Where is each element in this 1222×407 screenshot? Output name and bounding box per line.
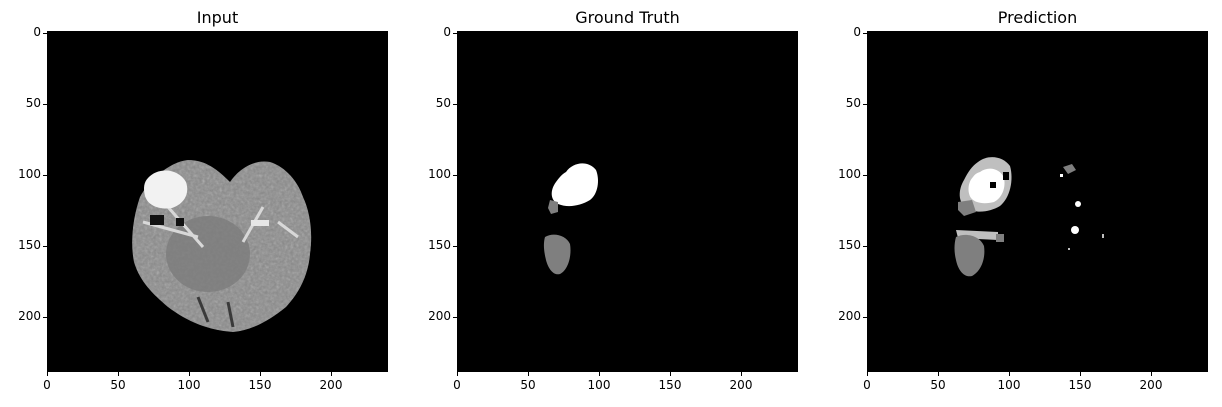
panel-title: Prediction (997, 8, 1078, 27)
segmentation-mask (954, 157, 1104, 277)
y-tick: 200 (820, 309, 867, 327)
prediction-mask (867, 31, 1208, 372)
label-bright-region (968, 168, 1005, 204)
spot (1075, 201, 1081, 207)
mri-slice (132, 160, 312, 332)
panel-input: Input (0, 0, 400, 407)
panel-title: Ground Truth (575, 8, 680, 27)
mri-input-image (47, 31, 388, 372)
y-tick: 0 (0, 25, 47, 43)
label-bright-region (551, 163, 598, 207)
ground-truth-mask (457, 31, 798, 372)
panel-prediction: Prediction 0 50 100 150 200 0 50 100 150… (820, 0, 1220, 407)
bright-lesion (144, 170, 188, 209)
spot (1063, 164, 1076, 174)
y-tick: 200 (410, 309, 457, 327)
y-tick: 50 (410, 96, 457, 114)
y-tick: 50 (820, 96, 867, 114)
segmentation-mask (543, 163, 598, 275)
y-tick: 150 (0, 238, 47, 256)
panel-ground-truth: Ground Truth 0 50 100 150 200 0 50 100 1… (410, 0, 810, 407)
y-tick: 150 (410, 238, 457, 256)
y-tick: 0 (410, 25, 457, 43)
y-tick: 50 (0, 96, 47, 114)
label-mid-region (958, 200, 976, 216)
panel-title: Input (196, 8, 239, 27)
y-tick: 100 (410, 167, 457, 185)
y-tick: 100 (820, 167, 867, 185)
y-tick: 150 (820, 238, 867, 256)
y-tick: 200 (0, 309, 47, 327)
label-mid-region (548, 200, 558, 214)
y-tick: 100 (0, 167, 47, 185)
label-mid-region-lower (543, 234, 571, 275)
label-mid-region-lower (954, 234, 985, 277)
spot (1071, 226, 1079, 234)
y-tick: 0 (820, 25, 867, 43)
